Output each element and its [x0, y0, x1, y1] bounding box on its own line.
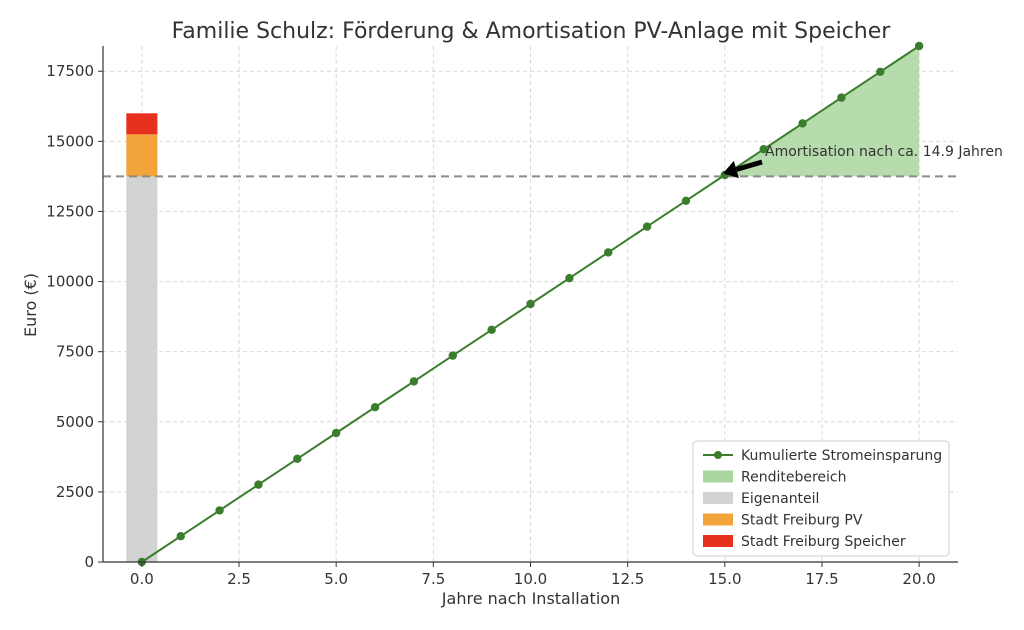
x-tick-label: 10.0	[514, 570, 547, 588]
bar-segment	[126, 113, 158, 135]
data-point	[487, 325, 496, 334]
x-axis-title: Jahre nach Installation	[441, 589, 620, 608]
data-point	[759, 145, 768, 154]
x-tick-label: 5.0	[324, 570, 348, 588]
y-tick-label: 17500	[46, 62, 94, 80]
data-point	[293, 454, 302, 463]
x-tick-label: 0.0	[130, 570, 154, 588]
legend-marker-swatch	[714, 451, 722, 459]
legend-label: Stadt Freiburg Speicher	[741, 534, 906, 550]
y-tick-label: 7500	[56, 343, 94, 361]
x-tick-label: 20.0	[902, 570, 935, 588]
legend-patch-swatch	[703, 492, 733, 504]
y-tick-label: 0	[84, 553, 94, 571]
data-point	[798, 119, 807, 128]
legend-box	[692, 440, 950, 557]
data-point	[215, 506, 224, 515]
annotation-group: Amortisation nach ca. 14.9 Jahren	[722, 144, 1003, 179]
legend-label: Kumulierte Stromeinsparung	[741, 448, 942, 464]
y-tick-label: 12500	[46, 202, 94, 220]
y-tick-label: 10000	[46, 273, 94, 291]
x-tick-label: 2.5	[227, 570, 251, 588]
tick-labels: 0.0 2.5 5.0 7.5 10.0 12.5 15.0 17.5 20.0 0 2500 500…	[46, 62, 936, 588]
legend-patch-swatch	[703, 513, 733, 526]
data-point	[409, 377, 419, 386]
chart-title: Familie Schulz: Förderung & Amortisation…	[172, 19, 892, 44]
return-area-fill	[720, 46, 920, 177]
annotation-arrow-head	[722, 160, 739, 179]
legend-label: Stadt Freiburg PV	[741, 513, 863, 529]
data-point	[331, 428, 341, 438]
legend-patch-swatch	[703, 470, 733, 483]
data-point	[370, 403, 380, 412]
stacked-bar	[126, 113, 158, 563]
y-tick-label: 15000	[46, 132, 94, 150]
x-tick-label: 7.5	[421, 570, 445, 588]
data-point	[448, 351, 457, 360]
legend-label: Eigenanteil	[741, 491, 819, 507]
legend-patch-swatch	[703, 535, 733, 547]
data-point	[176, 532, 185, 541]
data-point	[526, 299, 535, 309]
data-point	[914, 41, 924, 51]
y-tick-label: 2500	[56, 483, 94, 501]
bar-segment	[126, 176, 158, 563]
data-point	[681, 196, 691, 205]
x-tick-label: 15.0	[708, 570, 741, 588]
data-point	[642, 222, 652, 231]
return-area	[720, 46, 920, 177]
data-point	[254, 480, 263, 489]
series-group	[137, 41, 924, 567]
data-point	[876, 67, 885, 77]
y-axis-title: Euro (€)	[21, 273, 40, 337]
data-point	[837, 93, 846, 102]
annotation-text: Amortisation nach ca. 14.9 Jahren	[765, 144, 1003, 160]
bar-segment	[126, 134, 158, 177]
y-tick-label: 5000	[56, 413, 94, 431]
annotation-arrow-shaft	[735, 159, 763, 172]
x-tick-label: 17.5	[805, 570, 838, 588]
data-point	[604, 248, 613, 257]
legend: Kumulierte Stromeinsparung Renditebereich…	[692, 440, 950, 557]
data-point	[565, 274, 574, 283]
legend-label: Renditebereich	[741, 470, 847, 486]
x-tick-label: 12.5	[611, 570, 644, 588]
